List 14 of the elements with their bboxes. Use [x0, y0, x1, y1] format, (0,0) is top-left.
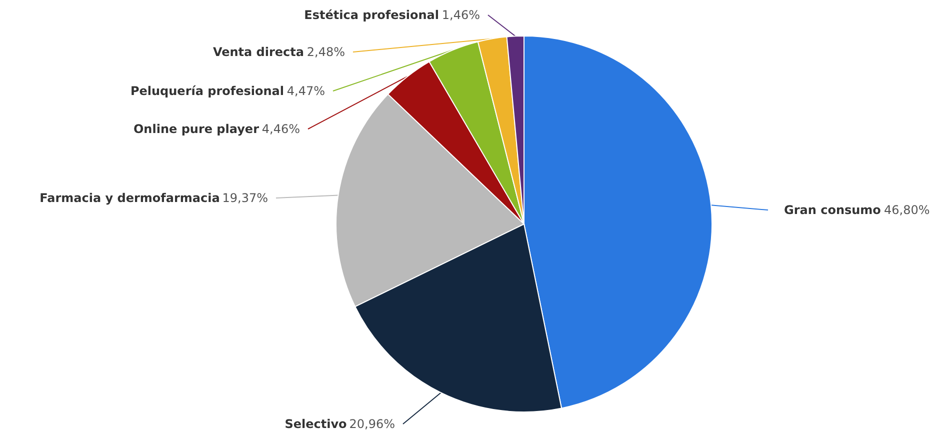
- data-label: 2,48%: [306, 45, 345, 59]
- legend-label: Gran consumo: [784, 203, 881, 217]
- slice-label: Online pure player: [133, 122, 260, 136]
- slice-label: Selectivo: [284, 417, 347, 431]
- slice-label: Venta directa: [212, 45, 304, 59]
- data-label: 4,46%: [262, 122, 300, 136]
- data-label: 20,96%: [349, 417, 395, 431]
- data-label: 19,37%: [222, 191, 268, 205]
- data-label: 4,47%: [286, 84, 325, 98]
- data-label: 1,46%: [442, 8, 480, 22]
- data-label: 46,80%: [884, 203, 930, 217]
- slice-label: Peluquería profesional: [130, 84, 284, 98]
- slice-label: Estética profesional: [304, 8, 439, 22]
- slice-label: Farmacia y dermofarmacia: [40, 191, 220, 205]
